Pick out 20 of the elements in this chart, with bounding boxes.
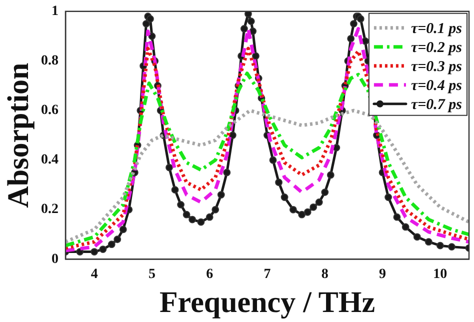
y-tick-label: 1 bbox=[52, 4, 58, 20]
y-tick-label: 0.6 bbox=[41, 103, 58, 118]
legend-label: τ=0.2 ps bbox=[410, 40, 462, 56]
y-axis-title: Absorption bbox=[2, 62, 35, 208]
x-axis-title: Frequency / THz bbox=[159, 286, 376, 319]
y-tick-label: 0.8 bbox=[41, 54, 58, 69]
x-tick-label: 4 bbox=[90, 267, 98, 282]
legend-label: τ=0.7 ps bbox=[410, 96, 462, 113]
x-tick-label: 10 bbox=[433, 267, 448, 282]
x-tick-label: 7 bbox=[264, 267, 271, 282]
x-tick-label: 5 bbox=[148, 267, 156, 282]
legend-label: τ=0.3 ps bbox=[410, 58, 462, 75]
legend-label: τ=0.1 ps bbox=[410, 20, 462, 37]
y-tick-label: 0.4 bbox=[41, 152, 58, 168]
y-tick-label: 0.2 bbox=[41, 202, 58, 218]
x-tick-label: 9 bbox=[379, 267, 386, 282]
x-tick-label: 6 bbox=[206, 267, 214, 282]
x-tick-label: 8 bbox=[321, 267, 328, 282]
y-tick-label: 0 bbox=[52, 252, 58, 267]
legend-label: τ=0.4 ps bbox=[410, 78, 462, 94]
